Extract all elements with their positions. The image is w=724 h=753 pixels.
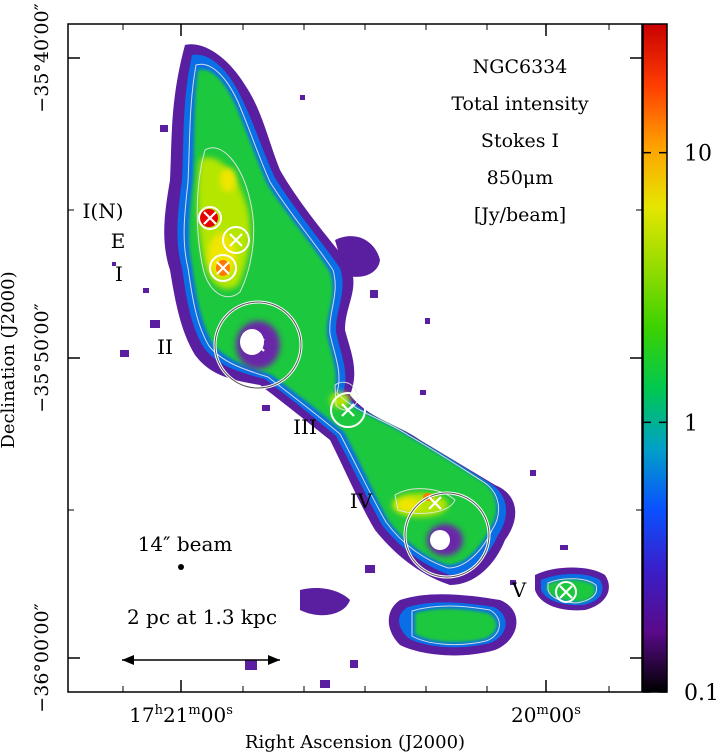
colorbar-tick-label: 10	[684, 142, 712, 167]
info-line: 850μm	[487, 167, 554, 189]
region-label: IV	[350, 489, 373, 513]
beam-symbol	[178, 564, 184, 570]
y-tick-label: −35°40′00″	[31, 3, 53, 112]
x-tick-label: 20m00s	[511, 703, 581, 727]
info-line: Total intensity	[451, 93, 589, 115]
y-tick-label: −36°00′00″	[31, 603, 53, 712]
colorbar-tick-label: 1	[684, 411, 698, 436]
beam-label: 14″ beam	[138, 532, 233, 556]
region-label: II	[157, 335, 173, 359]
colorbar-frame	[642, 23, 668, 693]
info-line: NGC6334	[473, 56, 568, 78]
x-axis-title: Right Ascension (J2000)	[245, 732, 465, 753]
colorbar-ticks: 0.1 1 10	[643, 142, 719, 706]
colorbar	[643, 24, 667, 692]
y-axis: −35°40′00″ −35°50′00″ −36°00′00″	[31, 3, 642, 713]
source-markers	[198, 206, 577, 603]
colorbar-tick-label: 0.1	[684, 681, 719, 706]
y-axis-title: Declination (J2000)	[0, 271, 19, 448]
x-tick-label: 17h21m00s	[129, 703, 233, 727]
intensity-map	[68, 24, 642, 692]
x-axis: 17h21m00s 20m00s	[129, 24, 581, 727]
region-label: III	[293, 415, 317, 439]
y-tick-label: −35°50′00″	[31, 303, 53, 412]
region-label: E	[111, 229, 126, 253]
region-label: I(N)	[82, 199, 123, 223]
filament-layer	[188, 69, 596, 643]
region-label: I	[115, 262, 123, 286]
scalebar	[122, 655, 280, 665]
speckles	[112, 95, 568, 688]
minor-ticks	[68, 24, 642, 692]
cavity-hole	[240, 329, 450, 550]
scalebar-label: 2 pc at 1.3 kpc	[127, 605, 277, 629]
info-line: [Jy/beam]	[474, 204, 566, 226]
region-label: V	[511, 578, 527, 602]
info-line: Stokes I	[481, 130, 559, 152]
info-block: NGC6334 Total intensity Stokes I 850μm [Jy/b…	[451, 56, 589, 226]
